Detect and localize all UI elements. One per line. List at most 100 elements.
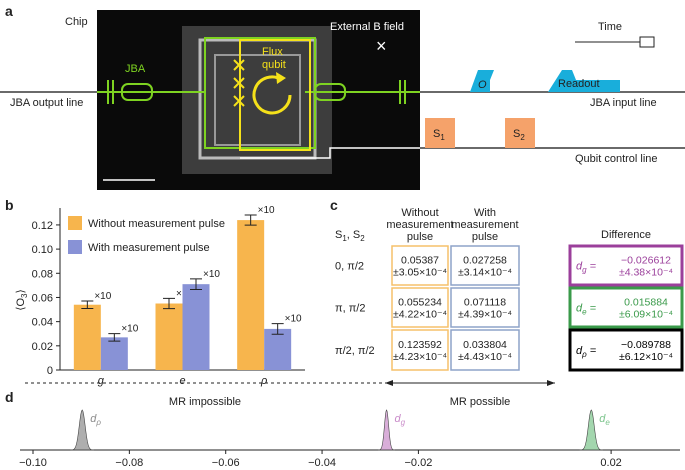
difference-symbol: dg = bbox=[576, 261, 597, 275]
bar bbox=[73, 304, 101, 370]
cell-value: 0.123592 bbox=[398, 339, 442, 351]
peak-label-part: d bbox=[395, 413, 402, 425]
difference-symbol: de = bbox=[576, 303, 597, 317]
peak-label-part: ρ bbox=[95, 418, 101, 427]
label: JBA output line bbox=[10, 97, 83, 109]
density-peak bbox=[70, 409, 95, 451]
cell-box bbox=[450, 245, 520, 286]
panel-label: b bbox=[5, 197, 14, 213]
column-header: Without bbox=[401, 207, 438, 219]
x-tick-label: −0.02 bbox=[404, 457, 432, 469]
difference-value: −0.026612 bbox=[621, 255, 671, 267]
table-corner: S1, S2 bbox=[335, 229, 365, 243]
cell-box bbox=[568, 286, 684, 329]
label: JBA input line bbox=[590, 97, 657, 109]
cell-box bbox=[391, 245, 449, 286]
x-tick-label: −0.10 bbox=[19, 457, 47, 469]
column-header: measurement bbox=[451, 219, 518, 231]
y-axis-label-part: ⟩ bbox=[15, 289, 27, 293]
y-tick-label: 0.08 bbox=[32, 268, 53, 280]
bar bbox=[100, 337, 128, 370]
column-header: pulse bbox=[472, 231, 498, 243]
chip-image bbox=[0, 10, 685, 386]
cell-value: 0.033804 bbox=[463, 339, 507, 351]
difference-symbol: dρ = bbox=[576, 345, 597, 359]
difference-value: ±4.38×10⁻⁴ bbox=[619, 267, 673, 279]
difference-value: ±6.12×10⁻⁴ bbox=[619, 351, 673, 363]
cell-value: ±4.39×10⁻⁴ bbox=[458, 309, 512, 321]
difference-value: −0.089788 bbox=[621, 339, 671, 351]
peak-label-part: d bbox=[599, 413, 606, 425]
error-bar bbox=[108, 333, 121, 342]
cell-box bbox=[568, 328, 684, 372]
cell-value: 0.071118 bbox=[464, 297, 506, 309]
label: External B field bbox=[330, 21, 404, 33]
x-tick-label: ρ bbox=[260, 375, 267, 387]
peak-label: dg bbox=[395, 413, 406, 427]
y-tick-label: 0.12 bbox=[32, 220, 53, 232]
cell-value: ±4.23×10⁻⁴ bbox=[393, 351, 447, 363]
error-scale-label: ×10 bbox=[121, 324, 138, 335]
label: × bbox=[376, 36, 387, 56]
difference-symbol-part: d bbox=[576, 261, 583, 273]
legend-swatch bbox=[68, 216, 82, 230]
peak-label: dρ bbox=[90, 413, 101, 427]
pulse-label-part: 2 bbox=[520, 133, 525, 142]
y-tick-label: 0.04 bbox=[32, 317, 53, 329]
bar bbox=[182, 284, 210, 370]
error-scale-label: ×10 bbox=[285, 314, 302, 325]
pulse-label: S2 bbox=[513, 128, 525, 142]
x-tick-label: g bbox=[98, 375, 105, 387]
error-scale-label: ×10 bbox=[258, 205, 275, 216]
row-label: π/2, π/2 bbox=[335, 345, 375, 357]
peak-label-part: g bbox=[401, 418, 406, 427]
table-corner-part: 1 bbox=[342, 234, 347, 243]
y-tick-label: 0.02 bbox=[32, 341, 53, 353]
difference-symbol-part: = bbox=[587, 261, 597, 273]
panel-label: c bbox=[330, 197, 338, 213]
difference-symbol-part: e bbox=[582, 308, 587, 317]
cell-box bbox=[450, 329, 520, 371]
cell-value: 0.027258 bbox=[463, 255, 507, 267]
x-tick-label: −0.06 bbox=[212, 457, 240, 469]
cell-value: ±3.14×10⁻⁴ bbox=[458, 267, 512, 279]
difference-symbol-part: d bbox=[576, 345, 583, 357]
y-tick-label: 0.06 bbox=[32, 292, 53, 304]
column-header: With bbox=[474, 207, 496, 219]
panel-label: d bbox=[5, 389, 14, 405]
table-corner-part: , S bbox=[347, 229, 360, 241]
label: Chip bbox=[65, 16, 88, 28]
bar bbox=[264, 328, 292, 370]
legend-label: With measurement pulse bbox=[88, 242, 210, 254]
cell-value: 0.055234 bbox=[398, 297, 442, 309]
difference-symbol-part: = bbox=[587, 303, 597, 315]
column-header: measurement bbox=[386, 219, 453, 231]
cell-value: ±4.43×10⁻⁴ bbox=[458, 351, 512, 363]
pulse-label-part: S bbox=[433, 128, 440, 140]
column-header: pulse bbox=[407, 231, 433, 243]
x-tick-label: e bbox=[179, 375, 185, 387]
cell-box bbox=[450, 287, 520, 328]
density-peak bbox=[579, 409, 604, 451]
bar bbox=[155, 303, 183, 370]
difference-value: 0.015884 bbox=[624, 297, 668, 309]
table-corner-part: S bbox=[335, 229, 342, 241]
column-header: Difference bbox=[601, 229, 651, 241]
difference-symbol-part: ρ bbox=[581, 350, 587, 359]
peak-label-part: e bbox=[605, 418, 610, 427]
error-bar bbox=[271, 323, 284, 335]
pulse-label-part: S bbox=[513, 128, 520, 140]
row-label: π, π/2 bbox=[335, 303, 365, 315]
y-axis-label: ⟨O3⟩ bbox=[15, 289, 29, 311]
error-bar bbox=[244, 214, 257, 226]
pulse-label: S1 bbox=[433, 128, 445, 142]
peak-label-part: d bbox=[90, 413, 97, 425]
label: qubit bbox=[262, 59, 286, 71]
cell-value: ±3.05×10⁻⁴ bbox=[393, 267, 447, 279]
difference-symbol-part: g bbox=[582, 266, 587, 275]
table-corner-part: 2 bbox=[360, 234, 365, 243]
x-tick-label: 0.02 bbox=[600, 457, 621, 469]
x-tick-label: −0.04 bbox=[308, 457, 336, 469]
annotation: MR possible bbox=[450, 396, 511, 408]
